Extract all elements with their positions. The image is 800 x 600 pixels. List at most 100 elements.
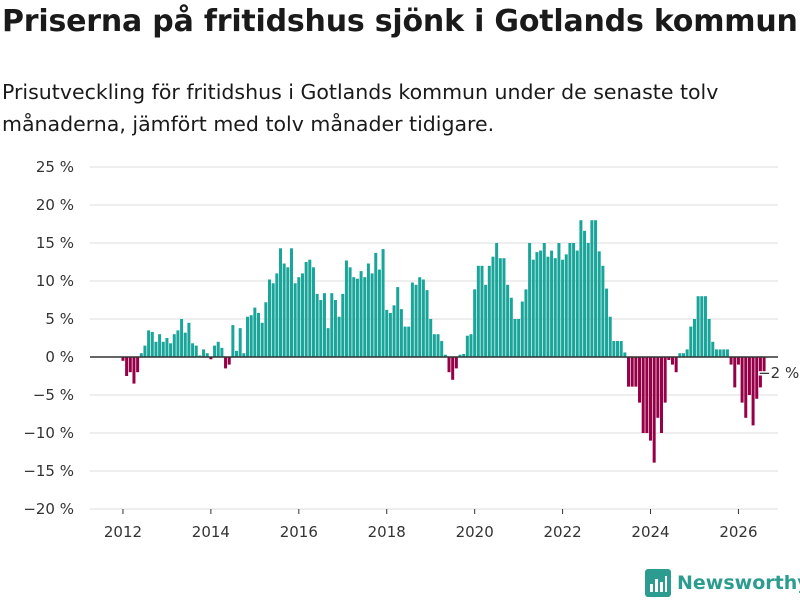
y-axis: −20 % −15 % −10 % −5 % 0 % 5 % 10 % 15 % 20 % 25 …: [23, 158, 74, 518]
bar: [572, 243, 576, 357]
y-tick-label: 25 %: [36, 158, 74, 176]
bar: [744, 357, 748, 418]
bar: [597, 251, 601, 357]
bar: [465, 335, 469, 357]
bar: [575, 250, 579, 357]
bar: [692, 319, 696, 357]
bar: [396, 287, 400, 357]
bar: [326, 328, 330, 357]
bar: [594, 220, 598, 357]
bar: [517, 319, 521, 357]
x-tick-label: 2020: [456, 523, 494, 541]
bar: [590, 220, 594, 357]
bar: [187, 322, 191, 357]
bar: [242, 353, 246, 357]
bar: [253, 307, 257, 357]
bar: [454, 357, 458, 369]
bar: [143, 345, 147, 357]
bar: [271, 283, 275, 357]
bar: [165, 338, 169, 357]
x-tick-label: 2022: [543, 523, 581, 541]
bar: [231, 325, 235, 357]
bar: [213, 345, 217, 357]
bar: [180, 319, 184, 357]
bar: [700, 296, 704, 357]
bar: [638, 357, 642, 403]
x-tick-label: 2012: [104, 523, 142, 541]
bar: [729, 357, 733, 365]
bar: [498, 258, 502, 357]
bar: [158, 334, 162, 357]
bar: [491, 256, 495, 357]
bar: [169, 343, 173, 357]
bar: [714, 349, 718, 357]
bar: [381, 249, 385, 357]
x-tick-label: 2024: [631, 523, 669, 541]
bar: [363, 277, 367, 357]
bar: [462, 353, 466, 357]
bar: [297, 277, 301, 357]
bar: [132, 357, 136, 384]
bar: [616, 341, 620, 357]
bar: [443, 354, 447, 357]
bar: [304, 262, 308, 357]
bar: [407, 326, 411, 357]
bar: [681, 353, 685, 357]
bar: [447, 357, 451, 373]
bar: [733, 357, 737, 388]
bar: [319, 300, 323, 357]
bar: [685, 349, 689, 357]
bar: [605, 288, 609, 357]
y-tick-label: 15 %: [36, 234, 74, 252]
bar: [399, 309, 403, 357]
bar: [634, 357, 638, 387]
bar: [249, 315, 253, 357]
bar: [656, 357, 660, 418]
bar: [711, 341, 715, 357]
bar: [660, 357, 663, 433]
bar: [128, 357, 132, 373]
bar: [473, 289, 477, 357]
x-tick-label: 2016: [280, 523, 318, 541]
bar: [440, 341, 444, 357]
bar: [238, 328, 242, 357]
bar: [352, 277, 356, 357]
bar: [260, 322, 264, 357]
bar: [333, 300, 337, 357]
bar: [535, 252, 539, 357]
bar: [205, 353, 209, 357]
bar: [191, 343, 195, 357]
x-axis: 2012 2014 2016 2018 2020 2022 2024 2026: [104, 509, 758, 541]
bar: [550, 250, 554, 357]
bar: [506, 284, 510, 357]
bar: [410, 282, 414, 357]
y-tick-label: −5 %: [33, 386, 74, 404]
bar: [121, 357, 125, 361]
bar: [502, 258, 506, 357]
y-tick-label: −20 %: [23, 500, 74, 518]
bar: [330, 293, 334, 357]
bar: [194, 345, 198, 357]
bar: [202, 349, 206, 357]
bar: [392, 305, 396, 357]
y-tick-label: 20 %: [36, 196, 74, 214]
bar: [289, 248, 293, 357]
bar: [220, 347, 224, 357]
bar: [612, 341, 616, 357]
bar: [561, 259, 565, 357]
x-tick-label: 2026: [719, 523, 757, 541]
chart-subtitle: Prisutveckling för fritidshus i Gotlands…: [2, 80, 719, 136]
y-tick-label: 0 %: [45, 348, 74, 366]
annotations: −2 %: [757, 363, 800, 384]
bar: [246, 316, 250, 357]
bar: [762, 357, 766, 373]
bar: [136, 357, 140, 373]
bar: [414, 284, 418, 357]
bar: [736, 357, 740, 365]
bar: [176, 330, 180, 357]
bar: [403, 326, 407, 357]
bar: [619, 341, 623, 357]
bar: [154, 341, 158, 357]
bar: [579, 220, 583, 357]
bar: [755, 357, 759, 399]
